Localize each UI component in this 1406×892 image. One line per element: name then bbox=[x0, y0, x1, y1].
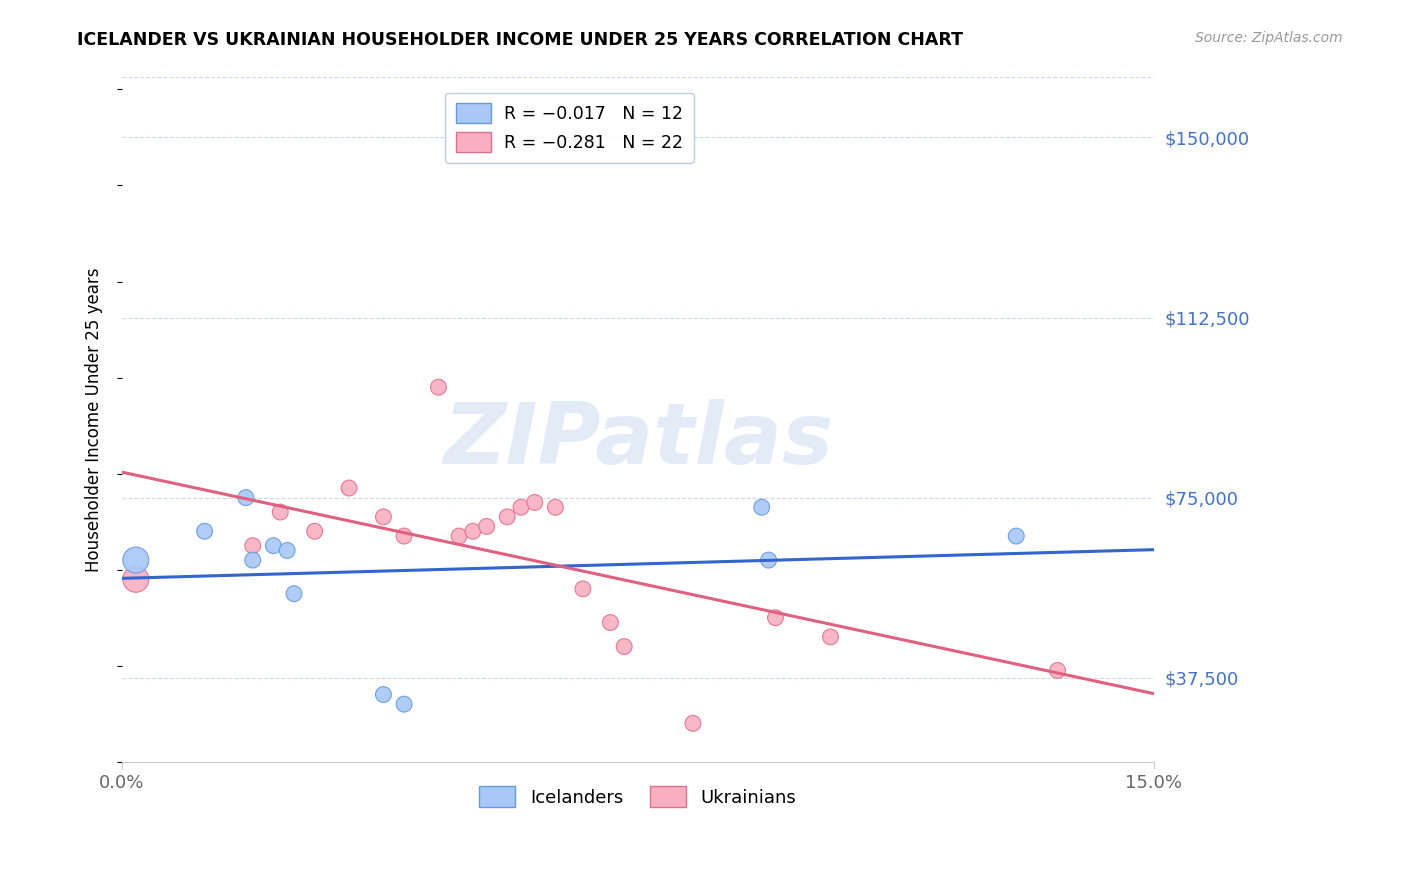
Point bbox=[269, 505, 291, 519]
Point bbox=[1005, 529, 1028, 543]
Point bbox=[125, 553, 148, 567]
Point bbox=[262, 539, 284, 553]
Point bbox=[373, 688, 395, 702]
Point bbox=[765, 610, 787, 624]
Point bbox=[758, 553, 780, 567]
Point bbox=[235, 491, 257, 505]
Text: ICELANDER VS UKRAINIAN HOUSEHOLDER INCOME UNDER 25 YEARS CORRELATION CHART: ICELANDER VS UKRAINIAN HOUSEHOLDER INCOM… bbox=[77, 31, 963, 49]
Point bbox=[283, 587, 305, 601]
Point bbox=[682, 716, 704, 731]
Point bbox=[337, 481, 360, 495]
Point bbox=[427, 380, 450, 394]
Point bbox=[449, 529, 471, 543]
Point bbox=[194, 524, 217, 539]
Point bbox=[1046, 664, 1069, 678]
Point bbox=[125, 572, 148, 586]
Point bbox=[599, 615, 621, 630]
Point bbox=[523, 495, 546, 509]
Point bbox=[242, 539, 264, 553]
Point bbox=[392, 529, 415, 543]
Legend: Icelanders, Ukrainians: Icelanders, Ukrainians bbox=[472, 779, 804, 814]
Point bbox=[544, 500, 567, 515]
Point bbox=[276, 543, 298, 558]
Text: Source: ZipAtlas.com: Source: ZipAtlas.com bbox=[1195, 31, 1343, 45]
Point bbox=[510, 500, 533, 515]
Point bbox=[475, 519, 498, 533]
Point bbox=[572, 582, 595, 596]
Point bbox=[392, 697, 415, 711]
Point bbox=[304, 524, 326, 539]
Point bbox=[373, 509, 395, 524]
Text: ZIPatlas: ZIPatlas bbox=[443, 399, 832, 482]
Y-axis label: Householder Income Under 25 years: Householder Income Under 25 years bbox=[86, 268, 103, 572]
Point bbox=[820, 630, 842, 644]
Point bbox=[613, 640, 636, 654]
Point bbox=[751, 500, 773, 515]
Point bbox=[496, 509, 519, 524]
Point bbox=[242, 553, 264, 567]
Point bbox=[461, 524, 484, 539]
